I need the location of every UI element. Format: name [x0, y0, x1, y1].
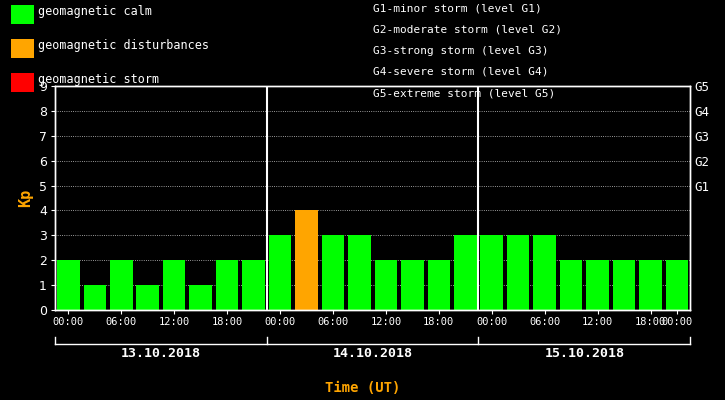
Bar: [481, 235, 503, 310]
Text: 13.10.2018: 13.10.2018: [121, 347, 201, 360]
Bar: [83, 285, 106, 310]
Bar: [110, 260, 133, 310]
Bar: [189, 285, 212, 310]
Text: G4-severe storm (level G4): G4-severe storm (level G4): [373, 67, 549, 77]
Bar: [295, 210, 318, 310]
Bar: [507, 235, 529, 310]
Text: G1-minor storm (level G1): G1-minor storm (level G1): [373, 3, 542, 13]
Bar: [216, 260, 239, 310]
Bar: [587, 260, 609, 310]
Text: G2-moderate storm (level G2): G2-moderate storm (level G2): [373, 24, 563, 34]
Bar: [428, 260, 450, 310]
Bar: [269, 235, 291, 310]
Bar: [242, 260, 265, 310]
Text: geomagnetic calm: geomagnetic calm: [38, 5, 152, 18]
Bar: [401, 260, 423, 310]
Text: 15.10.2018: 15.10.2018: [544, 347, 624, 360]
Bar: [57, 260, 80, 310]
Text: Time (UT): Time (UT): [325, 381, 400, 395]
Bar: [348, 235, 370, 310]
Bar: [375, 260, 397, 310]
Y-axis label: Kp: Kp: [18, 189, 33, 207]
Text: geomagnetic disturbances: geomagnetic disturbances: [38, 39, 210, 52]
Text: geomagnetic storm: geomagnetic storm: [38, 73, 160, 86]
Bar: [136, 285, 159, 310]
Bar: [560, 260, 582, 310]
Bar: [639, 260, 662, 310]
Bar: [322, 235, 344, 310]
Bar: [454, 235, 476, 310]
Bar: [163, 260, 186, 310]
Bar: [534, 235, 556, 310]
Text: G3-strong storm (level G3): G3-strong storm (level G3): [373, 46, 549, 56]
Text: 14.10.2018: 14.10.2018: [333, 347, 413, 360]
Text: G5-extreme storm (level G5): G5-extreme storm (level G5): [373, 88, 555, 98]
Bar: [613, 260, 635, 310]
Bar: [666, 260, 688, 310]
